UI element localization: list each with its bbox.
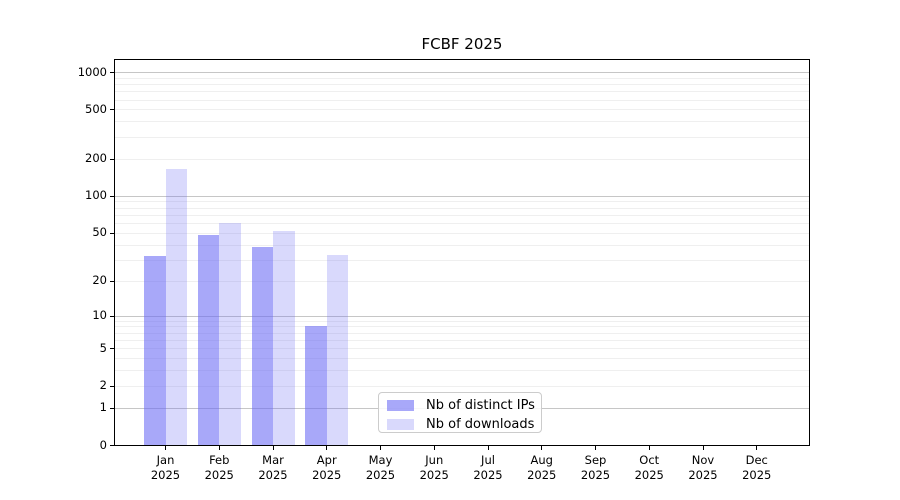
x-tick-label: Jul 2025	[473, 453, 503, 482]
minor-gridline	[115, 332, 809, 334]
chart-title: FCBF 2025	[421, 35, 503, 53]
minor-gridline	[115, 320, 809, 322]
y-tick-mark	[110, 109, 114, 111]
bar-distinct-ips-jan	[144, 256, 166, 445]
minor-gridline	[115, 77, 809, 79]
legend-item: Nb of downloads	[379, 417, 541, 432]
legend-item: Nb of distinct IPs	[379, 398, 541, 413]
minor-gridline	[115, 214, 809, 216]
x-tick-mark	[380, 445, 381, 450]
major-gridline	[115, 72, 809, 74]
x-tick-mark	[326, 445, 328, 450]
x-tick-label: Aug 2025	[527, 453, 557, 482]
y-tick-mark	[110, 72, 114, 74]
x-tick-label: Mar 2025	[258, 453, 288, 482]
x-tick-label: Oct 2025	[634, 453, 664, 482]
minor-gridline	[115, 348, 809, 350]
y-tick-label: 500	[85, 101, 107, 116]
x-tick-mark	[595, 445, 596, 450]
y-tick-label: 1000	[77, 64, 107, 79]
bar-downloads-jan	[165, 169, 187, 445]
minor-gridline	[115, 84, 809, 86]
minor-gridline	[115, 326, 809, 328]
minor-gridline	[115, 370, 809, 372]
x-tick-label: Sep 2025	[580, 453, 611, 482]
y-tick-mark	[110, 348, 114, 350]
y-tick-mark	[110, 407, 114, 409]
bar-distinct-ips-feb	[197, 234, 220, 445]
x-tick-label: Apr 2025	[312, 453, 342, 482]
x-tick-label: May 2025	[365, 453, 396, 482]
y-tick-label: 5	[99, 340, 107, 355]
minor-gridline	[115, 99, 809, 101]
x-tick-mark	[541, 445, 543, 450]
legend-label-distinct-ips: Nb of distinct IPs	[426, 398, 535, 413]
bar-downloads-mar	[273, 230, 295, 445]
x-tick-mark	[218, 445, 220, 450]
legend-label-downloads: Nb of downloads	[426, 417, 535, 432]
x-tick-mark	[272, 445, 274, 450]
minor-gridline	[115, 385, 809, 387]
x-tick-mark	[165, 445, 166, 450]
legend-swatch-downloads	[387, 419, 414, 430]
major-gridline	[115, 315, 809, 317]
plot-area: Nb of distinct IPs Nb of downloads	[114, 59, 810, 446]
y-tick-mark	[110, 280, 114, 282]
bar-distinct-ips-mar	[251, 247, 273, 445]
x-tick-mark	[648, 445, 650, 450]
minor-gridline	[115, 244, 809, 246]
minor-gridline	[115, 280, 809, 282]
minor-gridline	[115, 232, 809, 234]
y-tick-label: 1	[99, 400, 107, 415]
minor-gridline	[115, 121, 809, 123]
minor-gridline	[115, 109, 809, 111]
x-tick-mark	[487, 445, 489, 450]
x-tick-mark	[433, 445, 435, 450]
x-tick-label: Jun 2025	[419, 453, 449, 482]
major-gridline	[115, 195, 809, 197]
minor-gridline	[115, 358, 809, 360]
x-tick-mark	[756, 445, 758, 450]
y-tick-label: 0	[99, 437, 107, 452]
y-tick-label: 100	[85, 188, 107, 203]
x-tick-label: Feb 2025	[204, 453, 234, 482]
y-tick-label: 2	[99, 378, 107, 393]
y-tick-label: 200	[85, 151, 107, 166]
legend-swatch-distinct-ips	[387, 400, 414, 411]
y-tick-label: 10	[92, 308, 107, 323]
minor-gridline	[115, 259, 809, 261]
x-tick-label: Nov 2025	[688, 453, 718, 482]
bar-distinct-ips-apr	[305, 326, 327, 445]
minor-gridline	[115, 201, 809, 203]
minor-gridline	[115, 207, 809, 209]
y-tick-mark	[110, 385, 114, 387]
bar-downloads-feb	[219, 223, 241, 445]
y-tick-mark	[110, 445, 114, 446]
x-tick-mark	[702, 445, 704, 450]
y-tick-mark	[110, 158, 114, 160]
x-tick-label: Dec 2025	[742, 453, 772, 482]
y-tick-mark	[110, 232, 114, 234]
minor-gridline	[115, 91, 809, 93]
y-tick-label: 20	[92, 273, 107, 288]
legend: Nb of distinct IPs Nb of downloads	[378, 392, 542, 433]
gridlines-layer	[115, 60, 809, 445]
minor-gridline	[115, 339, 809, 341]
y-tick-label: 50	[92, 225, 107, 240]
y-tick-mark	[110, 195, 114, 197]
x-tick-label: Jan 2025	[150, 453, 181, 482]
minor-gridline	[115, 158, 809, 160]
minor-gridline	[115, 136, 809, 138]
y-tick-mark	[110, 315, 114, 317]
bars-layer	[115, 60, 809, 445]
bar-downloads-apr	[326, 254, 349, 445]
minor-gridline	[115, 223, 809, 225]
